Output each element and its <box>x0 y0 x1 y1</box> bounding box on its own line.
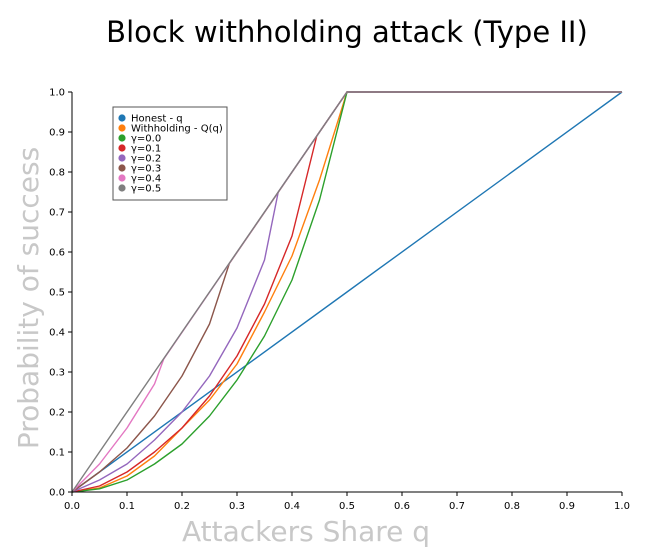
y-tick-label-0: 0.0 <box>49 488 65 499</box>
series-layer <box>71 91 623 493</box>
legend-label-0: Honest - q <box>131 114 183 125</box>
x-tick-label-10: 1.0 <box>614 501 630 512</box>
y-tick-label-5: 0.5 <box>49 288 65 299</box>
x-tick-label-8: 0.8 <box>504 501 520 512</box>
y-tick-label-1: 0.1 <box>49 448 65 459</box>
legend-label-3: γ=0.1 <box>131 144 161 155</box>
y-tick-label-3: 0.3 <box>49 368 65 379</box>
plot-area: 0.0 0.1 0.2 0.3 0.4 0.5 0.6 0.7 0.8 0.9 1.0 0.0 0.1… <box>49 88 630 513</box>
y-ticks: 0.0 0.1 0.2 0.3 0.4 0.5 0.6 0.7 0.8 0.9 1.0 <box>49 88 72 499</box>
legend-label-2: γ=0.0 <box>131 134 161 145</box>
y-tick-label-4: 0.4 <box>49 328 65 339</box>
x-tick-label-6: 0.6 <box>394 501 410 512</box>
legend-label-1: Withholding - Q(q) <box>131 124 223 135</box>
legend-label-7: γ=0.5 <box>131 184 161 195</box>
x-tick-label-7: 0.7 <box>449 501 465 512</box>
x-tick-label-5: 0.5 <box>339 501 355 512</box>
y-tick-label-7: 0.7 <box>49 208 65 219</box>
x-tick-label-1: 0.1 <box>119 501 135 512</box>
legend-marker-4 <box>118 154 126 162</box>
chart-title: Block withholding attack (Type II) <box>106 15 588 49</box>
legend-marker-6 <box>118 174 126 182</box>
x-tick-label-2: 0.2 <box>174 501 190 512</box>
legend-marker-0 <box>118 114 126 122</box>
legend-marker-2 <box>118 134 126 142</box>
y-axis-label: Probability of success <box>12 147 45 449</box>
y-tick-label-2: 0.2 <box>49 408 65 419</box>
x-ticks: 0.0 0.1 0.2 0.3 0.4 0.5 0.6 0.7 0.8 0.9 1.0 <box>64 492 630 512</box>
series-line-7 <box>71 91 622 493</box>
y-tick-label-9: 0.9 <box>49 128 65 139</box>
legend-box <box>112 106 228 201</box>
x-tick-label-3: 0.3 <box>229 501 245 512</box>
y-tick-label-10: 1.0 <box>49 88 65 99</box>
y-tick-label-6: 0.6 <box>49 248 65 259</box>
legend-marker-3 <box>118 144 126 152</box>
x-tick-label-9: 0.9 <box>559 501 575 512</box>
legend-label-6: γ=0.4 <box>131 174 161 185</box>
legend-marker-5 <box>118 164 126 172</box>
legend-label-4: γ=0.2 <box>131 154 161 165</box>
y-tick-label-8: 0.8 <box>49 168 65 179</box>
x-tick-label-4: 0.4 <box>284 501 300 512</box>
legend-marker-1 <box>118 124 126 132</box>
legend-marker-7 <box>118 184 126 192</box>
legend-label-5: γ=0.3 <box>131 164 161 175</box>
x-tick-label-0: 0.0 <box>64 501 80 512</box>
series-line-0 <box>71 91 623 493</box>
x-axis-label: Attackers Share q <box>182 515 430 548</box>
